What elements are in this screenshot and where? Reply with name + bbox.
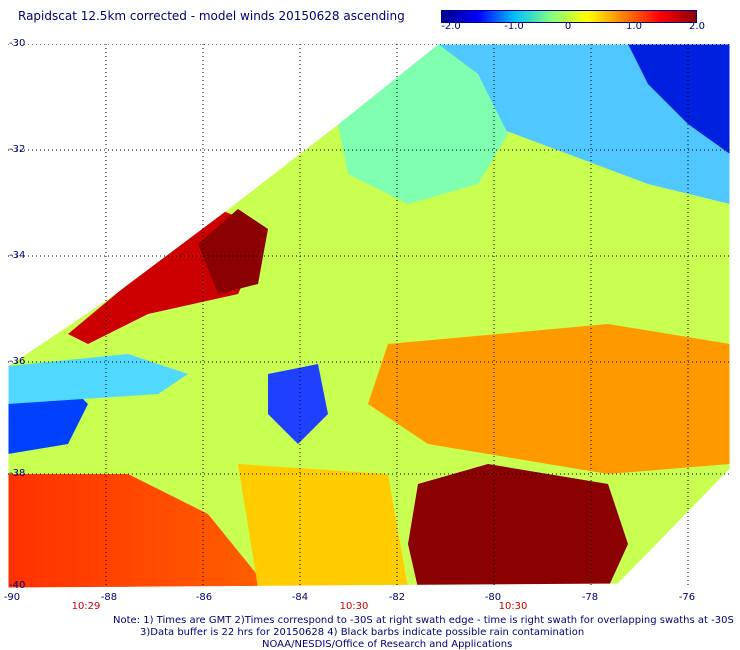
- note-line-1: Note: 1) Times are GMT 2)Times correspon…: [113, 615, 734, 626]
- colorbar: [441, 10, 697, 23]
- lon-label-80: -80: [484, 592, 502, 603]
- note-line-2: 3)Data buffer is 22 hrs for 20150628 4) …: [140, 627, 585, 638]
- lon-label-86: -86: [195, 592, 213, 603]
- lat-label-40: -40: [9, 580, 26, 591]
- lat-label-32: -32: [9, 144, 26, 155]
- time-label-1: 10:29: [71, 601, 101, 612]
- colorbar-tick-2: -1.0: [504, 21, 524, 32]
- lat-label-36: -36: [9, 356, 26, 367]
- colorbar-tick-5: 2.0: [689, 21, 705, 32]
- lat-label-34: -34: [9, 250, 26, 261]
- time-label-2: 10:30: [339, 601, 369, 612]
- lon-label-88: -88: [100, 592, 118, 603]
- colorbar-tick-3: 0: [564, 21, 572, 32]
- time-label-3: 10:30: [498, 601, 528, 612]
- colorbar-tick-4: 1.0: [626, 21, 642, 32]
- wind-map: [8, 44, 730, 588]
- note-line-3: NOAA/NESDIS/Office of Research and Appli…: [262, 639, 513, 650]
- lat-label-30: -30: [9, 38, 26, 49]
- colorbar-tick-1: -2.0: [441, 21, 461, 32]
- lon-label-76: -76: [678, 592, 696, 603]
- lat-label-38: -38: [9, 468, 26, 479]
- lon-label-82: -82: [388, 592, 406, 603]
- lon-label-90: -90: [3, 592, 21, 603]
- lon-label-84: -84: [291, 592, 309, 603]
- page-title: Rapidscat 12.5km corrected - model winds…: [18, 9, 405, 23]
- lon-label-78: -78: [581, 592, 599, 603]
